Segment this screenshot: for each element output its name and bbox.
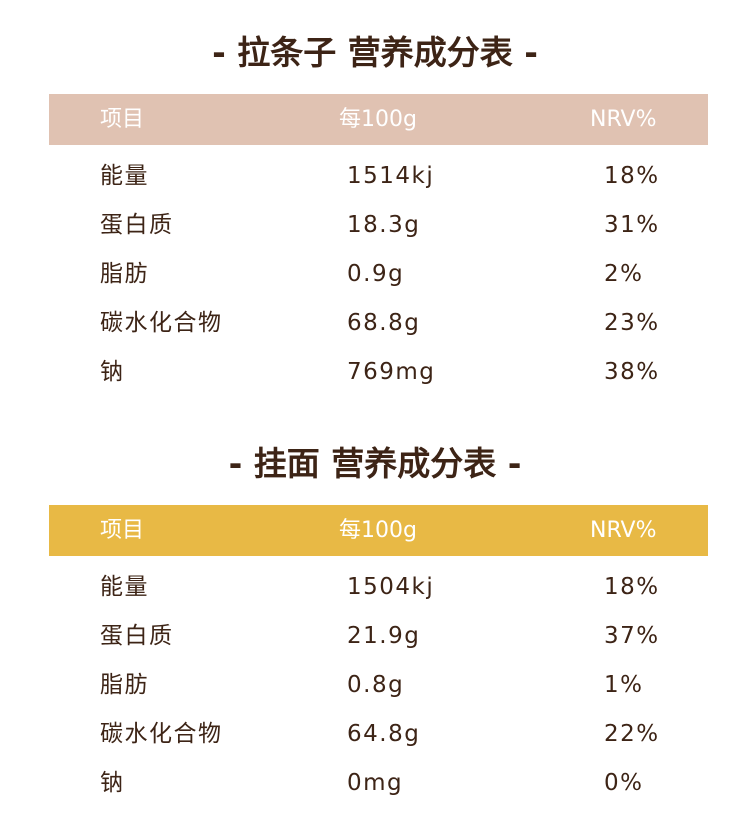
table-cell: 脂肪 xyxy=(100,261,149,287)
table-cell: 钠 xyxy=(100,359,125,385)
table-cell: 64.8g xyxy=(347,721,421,747)
table-cell: 18.3g xyxy=(347,212,421,238)
column-header: 项目 xyxy=(100,107,145,132)
table-header: 项目 每100g NRV% xyxy=(49,94,708,145)
table-row: 碳水化合物 68.8g 23% xyxy=(49,303,708,352)
table-cell: 1504kj xyxy=(347,574,435,600)
column-header: 每100g xyxy=(339,518,417,543)
table-cell: 碳水化合物 xyxy=(100,310,223,336)
table-cell: 蛋白质 xyxy=(100,212,174,238)
table-cell: 68.8g xyxy=(347,310,421,336)
table-title: - 拉条子 营养成分表 - xyxy=(212,33,538,72)
table-row: 钠 769mg 38% xyxy=(49,352,708,401)
table-row: 碳水化合物 64.8g 22% xyxy=(49,714,708,763)
table-cell: 钠 xyxy=(100,770,125,796)
column-header: 每100g xyxy=(339,107,417,132)
table-cell: 脂肪 xyxy=(100,672,149,698)
table-cell: 18% xyxy=(604,574,660,600)
table-cell: 18% xyxy=(604,163,660,189)
table-row: 蛋白质 18.3g 31% xyxy=(49,205,708,254)
table-cell: 37% xyxy=(604,623,660,649)
table-cell: 23% xyxy=(604,310,660,336)
column-header: NRV% xyxy=(590,107,657,132)
table-row: 脂肪 0.8g 1% xyxy=(49,665,708,714)
table-cell: 蛋白质 xyxy=(100,623,174,649)
table-cell: 769mg xyxy=(347,359,436,385)
table-row: 蛋白质 21.9g 37% xyxy=(49,616,708,665)
table-cell: 0mg xyxy=(347,770,404,796)
table-row: 能量 1504kj 18% xyxy=(49,567,708,616)
table-cell: 22% xyxy=(604,721,660,747)
table-cell: 0% xyxy=(604,770,644,796)
table-cell: 0.8g xyxy=(347,672,405,698)
table-row: 脂肪 0.9g 2% xyxy=(49,254,708,303)
table-cell: 21.9g xyxy=(347,623,421,649)
table-cell: 1514kj xyxy=(347,163,435,189)
table-title: - 挂面 营养成分表 - xyxy=(228,444,522,483)
table-cell: 31% xyxy=(604,212,660,238)
column-header: 项目 xyxy=(100,518,145,543)
table-cell: 碳水化合物 xyxy=(100,721,223,747)
table-row: 钠 0mg 0% xyxy=(49,763,708,812)
table-cell: 能量 xyxy=(100,163,149,189)
table-cell: 2% xyxy=(604,261,644,287)
table-cell: 1% xyxy=(604,672,644,698)
table-cell: 0.9g xyxy=(347,261,405,287)
table-cell: 能量 xyxy=(100,574,149,600)
column-header: NRV% xyxy=(590,518,657,543)
table-header: 项目 每100g NRV% xyxy=(49,505,708,556)
table-row: 能量 1514kj 18% xyxy=(49,156,708,205)
table-cell: 38% xyxy=(604,359,660,385)
